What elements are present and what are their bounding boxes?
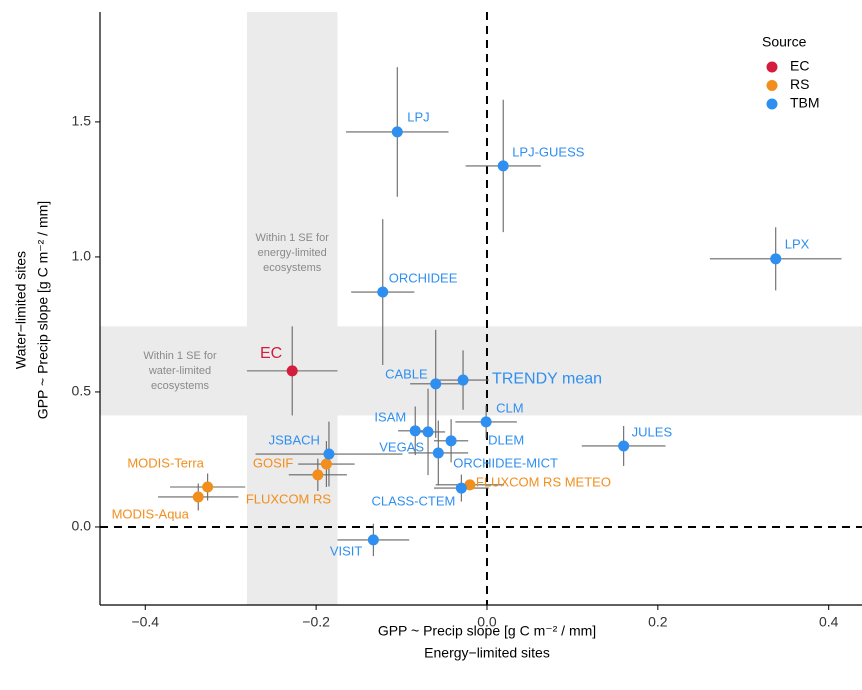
point-label: ORCHIDEE xyxy=(389,270,458,285)
point-label: VISIT xyxy=(330,543,363,558)
legend-swatch xyxy=(766,61,778,73)
point xyxy=(464,479,476,491)
point xyxy=(391,126,403,138)
point xyxy=(480,416,492,428)
x-axis-title: GPP ~ Precip slope [g C m⁻² / mm] xyxy=(378,623,596,639)
point xyxy=(457,374,469,386)
point-label: LPJ-GUESS xyxy=(512,144,585,159)
point xyxy=(770,253,782,265)
se-band-x xyxy=(246,12,338,605)
point-label: FLUXCOM RS xyxy=(246,491,332,506)
point-label: JULES xyxy=(632,424,673,439)
point xyxy=(377,286,389,298)
point-label: GOSIF xyxy=(253,455,294,470)
point-label: ORCHIDEE-MICT xyxy=(453,455,558,470)
legend-title: Source xyxy=(762,34,807,50)
annotation: energy-limited xyxy=(258,247,327,259)
legend-label: TBM xyxy=(790,95,820,111)
point xyxy=(430,378,442,390)
point-label: JSBACH xyxy=(269,432,320,447)
annotation: Within 1 SE for xyxy=(143,350,217,362)
y-tick-label: 1.5 xyxy=(72,113,92,129)
point-label: LPX xyxy=(785,236,810,251)
point-label: CABLE xyxy=(385,366,428,381)
point xyxy=(286,365,298,377)
legend-swatch xyxy=(766,80,778,91)
point xyxy=(455,482,467,494)
point xyxy=(497,160,509,172)
point-label: LPJ xyxy=(407,109,429,124)
point xyxy=(409,425,421,437)
point xyxy=(202,481,214,493)
annotation: water-limited xyxy=(148,365,211,377)
legend-label: EC xyxy=(790,58,809,74)
point-label: CLASS-CTEM xyxy=(372,494,456,509)
point xyxy=(422,426,434,438)
point-label: FLUXCOM RS METEO xyxy=(476,474,611,489)
point-label: MODIS-Terra xyxy=(127,455,204,470)
point-label: ISAM xyxy=(374,409,406,424)
x-tick-label: −0.2 xyxy=(302,614,330,630)
y-tick-label: 1.0 xyxy=(72,248,92,264)
point xyxy=(312,469,324,481)
y-axis-subtitle: GPP ~ Precip slope [g C m⁻² / mm] xyxy=(35,201,51,419)
se-band-y xyxy=(100,326,862,416)
point-label: CLM xyxy=(496,400,523,415)
legend-label: RS xyxy=(790,76,809,92)
y-axis-title: Water−limited sites xyxy=(13,251,29,369)
point-label: DLEM xyxy=(488,432,524,447)
point xyxy=(367,534,379,546)
point-label: EC xyxy=(260,345,282,362)
point xyxy=(618,440,630,452)
point xyxy=(445,435,457,447)
x-tick-label: 0.0 xyxy=(477,614,497,630)
x-tick-label: 0.4 xyxy=(819,614,839,630)
point xyxy=(320,458,332,470)
y-tick-label: 0.0 xyxy=(72,518,92,534)
point-label: TRENDY mean xyxy=(492,370,602,387)
point xyxy=(323,448,335,460)
annotation: ecosystems xyxy=(263,262,322,274)
legend-swatch xyxy=(766,98,778,110)
point xyxy=(192,491,204,503)
x-axis-subtitle: Energy−limited sites xyxy=(424,645,550,661)
point-label: VEGAS xyxy=(379,439,424,454)
x-tick-label: 0.2 xyxy=(648,614,668,630)
point xyxy=(432,447,444,459)
annotation: ecosystems xyxy=(151,380,210,392)
y-tick-label: 0.5 xyxy=(72,383,92,399)
annotation: Within 1 SE for xyxy=(256,232,330,244)
x-tick-label: −0.4 xyxy=(131,614,159,630)
point-label: MODIS-Aqua xyxy=(112,506,190,521)
